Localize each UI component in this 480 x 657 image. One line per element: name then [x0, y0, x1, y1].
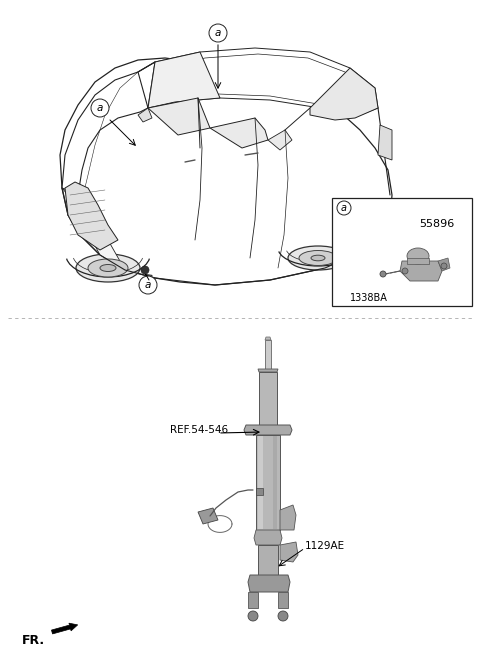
- Polygon shape: [280, 542, 298, 562]
- Bar: [256, 435, 280, 530]
- Text: REF.54-546: REF.54-546: [170, 425, 228, 435]
- Circle shape: [91, 99, 109, 117]
- Polygon shape: [244, 425, 292, 435]
- Circle shape: [441, 263, 447, 269]
- Circle shape: [337, 201, 351, 215]
- Circle shape: [139, 276, 157, 294]
- Circle shape: [278, 611, 288, 621]
- Text: FR.: FR.: [22, 633, 45, 646]
- Polygon shape: [280, 505, 296, 530]
- Bar: [273, 436, 277, 529]
- FancyArrow shape: [51, 623, 78, 634]
- Polygon shape: [248, 575, 290, 592]
- Ellipse shape: [100, 265, 116, 271]
- Polygon shape: [210, 118, 268, 148]
- Polygon shape: [65, 182, 118, 250]
- Ellipse shape: [311, 255, 325, 261]
- Polygon shape: [138, 108, 152, 122]
- Ellipse shape: [88, 259, 128, 277]
- Circle shape: [209, 24, 227, 42]
- Text: a: a: [341, 203, 347, 213]
- Polygon shape: [148, 98, 210, 135]
- Polygon shape: [438, 258, 450, 271]
- Circle shape: [141, 266, 149, 274]
- Polygon shape: [140, 48, 378, 115]
- Text: 1129AE: 1129AE: [305, 541, 345, 551]
- Ellipse shape: [76, 254, 140, 282]
- Circle shape: [248, 611, 258, 621]
- Polygon shape: [310, 68, 378, 120]
- Polygon shape: [278, 592, 288, 608]
- Bar: [258, 436, 263, 529]
- Ellipse shape: [407, 248, 429, 264]
- Polygon shape: [62, 62, 155, 195]
- Polygon shape: [258, 369, 278, 372]
- Bar: [332, 198, 472, 306]
- Polygon shape: [254, 530, 282, 545]
- Polygon shape: [268, 130, 292, 150]
- Polygon shape: [148, 52, 220, 108]
- Polygon shape: [198, 508, 218, 524]
- Ellipse shape: [288, 246, 348, 270]
- Text: a: a: [97, 103, 103, 113]
- Polygon shape: [62, 188, 125, 270]
- Circle shape: [380, 271, 386, 277]
- Bar: [259, 372, 277, 427]
- Bar: [258, 545, 278, 575]
- Polygon shape: [60, 58, 392, 285]
- Polygon shape: [378, 125, 392, 160]
- Polygon shape: [407, 258, 429, 264]
- Polygon shape: [248, 592, 258, 608]
- Polygon shape: [400, 261, 442, 281]
- Text: a: a: [145, 280, 151, 290]
- Polygon shape: [265, 337, 271, 340]
- Ellipse shape: [299, 250, 337, 265]
- Text: 1338BA: 1338BA: [350, 293, 388, 303]
- Text: a: a: [215, 28, 221, 38]
- Circle shape: [402, 268, 408, 274]
- Bar: [265, 340, 271, 372]
- Polygon shape: [256, 488, 263, 495]
- Text: 55896: 55896: [420, 219, 455, 229]
